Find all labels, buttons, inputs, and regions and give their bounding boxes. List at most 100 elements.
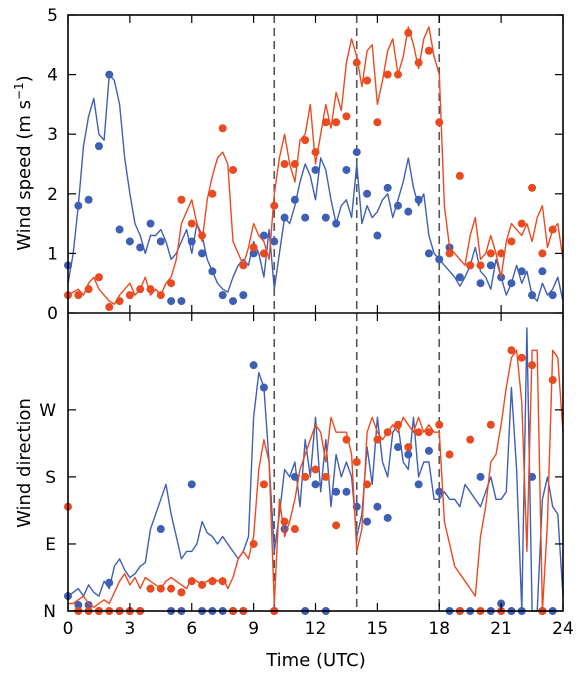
data-point-red [125, 291, 134, 300]
data-point-red [373, 435, 382, 444]
y-tick-label: 0 [47, 304, 58, 324]
data-point-red [136, 285, 145, 294]
data-point-blue [363, 189, 372, 198]
data-point-blue [208, 267, 217, 276]
x-tick-label: 9 [248, 619, 259, 639]
data-point-red [311, 465, 320, 474]
data-point-blue [435, 487, 444, 496]
data-point-blue [455, 273, 464, 282]
data-point-red [321, 472, 330, 481]
data-point-red [105, 303, 114, 312]
data-point-red [352, 58, 361, 67]
data-point-blue [125, 237, 134, 246]
data-point-blue [177, 297, 186, 306]
data-point-red [497, 249, 506, 258]
data-point-blue [332, 219, 341, 228]
data-point-red [424, 428, 433, 437]
data-point-blue [239, 291, 248, 300]
data-point-red [177, 195, 186, 204]
data-point-red [435, 118, 444, 127]
data-point-red [342, 112, 351, 121]
data-point-blue [404, 207, 413, 216]
data-point-blue [218, 291, 227, 300]
data-point-blue [84, 195, 93, 204]
data-point-red [146, 285, 155, 294]
data-point-blue [290, 195, 299, 204]
data-point-red [538, 249, 547, 258]
data-point-red [239, 261, 248, 270]
data-point-red [332, 521, 341, 530]
y-tick-label: 1 [47, 244, 58, 264]
data-point-blue [290, 472, 299, 481]
data-point-red [476, 261, 485, 270]
data-point-blue [476, 472, 485, 481]
data-point-blue [342, 165, 351, 174]
data-point-blue [187, 480, 196, 489]
data-point-blue [156, 237, 165, 246]
data-point-blue [435, 255, 444, 264]
data-point-red [321, 118, 330, 127]
data-point-blue [105, 70, 114, 79]
data-point-red [424, 46, 433, 55]
data-point-blue [259, 231, 268, 240]
data-point-blue [363, 517, 372, 526]
data-point-red [156, 291, 165, 300]
data-point-blue [517, 267, 526, 276]
data-point-blue [332, 487, 341, 496]
data-point-red [445, 249, 454, 258]
data-point-red [249, 243, 258, 252]
data-point-red [486, 420, 495, 429]
x-tick-label: 15 [367, 619, 389, 639]
data-point-red [84, 285, 93, 294]
x-tick-label: 6 [186, 619, 197, 639]
data-point-red [198, 580, 207, 589]
data-point-red [363, 480, 372, 489]
data-point-blue [105, 578, 114, 587]
series-line-blue [67, 327, 564, 612]
data-point-red [363, 76, 372, 85]
data-point-red [486, 249, 495, 258]
data-point-red [270, 201, 279, 210]
data-point-red [548, 376, 557, 385]
x-tick-label: 21 [490, 619, 512, 639]
data-point-blue [311, 165, 320, 174]
data-point-red [414, 428, 423, 437]
data-point-blue [383, 513, 392, 522]
data-point-red [528, 361, 537, 370]
data-point-red [290, 160, 299, 168]
data-point-red [507, 346, 516, 355]
x-tick-label: 18 [428, 619, 450, 639]
data-point-red [466, 261, 475, 270]
plot-frame [67, 14, 564, 612]
data-point-blue [311, 480, 320, 489]
data-point-red [198, 231, 207, 240]
data-point-blue [167, 297, 176, 306]
data-point-red [383, 428, 392, 437]
series-line-red [68, 349, 564, 612]
data-point-red [517, 353, 526, 362]
data-point-blue [156, 525, 165, 534]
data-point-blue [528, 472, 537, 481]
data-point-red [466, 435, 475, 444]
data-point-blue [84, 601, 93, 610]
data-point-blue [414, 480, 423, 489]
y-axis-title-speed: Wind speed (m s−1) [12, 75, 35, 250]
y-tick-label: E [45, 535, 56, 555]
data-point-blue [394, 201, 402, 210]
data-point-blue [259, 383, 268, 392]
data-point-red [455, 171, 464, 180]
x-tick-label: 24 [552, 619, 574, 639]
data-point-blue [198, 249, 207, 258]
data-point-red [301, 136, 310, 145]
data-point-red [74, 291, 83, 300]
data-point-blue [115, 225, 124, 234]
data-point-red [94, 273, 103, 282]
data-point-red [394, 420, 402, 429]
data-point-red [280, 517, 289, 526]
y-tick-label: W [39, 401, 56, 421]
y-tick-label: S [45, 468, 56, 488]
data-point-blue [424, 446, 433, 455]
series-line-red [67, 26, 564, 305]
y-tick-label: 2 [47, 185, 58, 205]
y-tick-label: 4 [47, 66, 58, 86]
